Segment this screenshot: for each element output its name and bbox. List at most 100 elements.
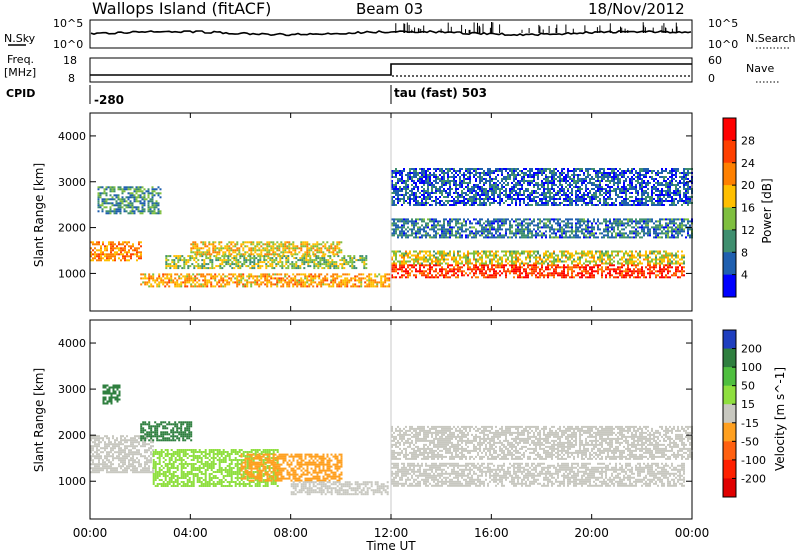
- echo-cell: [200, 283, 203, 286]
- echo-cell: [681, 266, 683, 269]
- echo-cell: [143, 210, 146, 213]
- echo-cell: [425, 222, 427, 225]
- echo-cell: [439, 224, 441, 227]
- echo-cell: [138, 241, 140, 244]
- echo-cell: [399, 172, 401, 174]
- echo-cell: [647, 254, 649, 257]
- echo-cell: [581, 270, 583, 273]
- echo-cell: [537, 224, 539, 227]
- echo-cell: [471, 226, 473, 229]
- echo-cell: [295, 257, 298, 260]
- echo-cell: [419, 272, 421, 275]
- echo-cell: [517, 224, 519, 227]
- echo-cell: [184, 275, 187, 278]
- echo-cell: [317, 267, 320, 270]
- echo-cell: [250, 241, 253, 244]
- echo-cell: [203, 261, 206, 264]
- echo-cell: [156, 283, 159, 286]
- echo-cell: [445, 252, 447, 255]
- echo-cell: [659, 226, 661, 229]
- echo-cell: [677, 256, 679, 259]
- echo-cell: [353, 267, 356, 270]
- echo-cell: [425, 234, 427, 237]
- echo-cell: [139, 210, 142, 213]
- echo-cell: [122, 253, 124, 256]
- echo-cell: [545, 260, 547, 263]
- echo-cell: [485, 182, 487, 184]
- echo-cell: [112, 259, 114, 262]
- echo-cell: [120, 253, 122, 256]
- echo-cell: [513, 270, 515, 273]
- echo-cell: [629, 270, 631, 273]
- echo-cell: [111, 202, 114, 205]
- echo-cell: [519, 268, 521, 271]
- echo-cell: [99, 204, 102, 207]
- echo-cell: [175, 263, 178, 266]
- echo-cell: [637, 274, 639, 277]
- echo-cell: [591, 272, 593, 275]
- echo-cell: [165, 263, 168, 266]
- echo-cell: [413, 224, 415, 227]
- echo-cell: [148, 273, 151, 276]
- echo-cell: [136, 247, 138, 250]
- echo-cell: [641, 254, 643, 257]
- echo-cell: [599, 228, 601, 231]
- echo-cell: [459, 178, 461, 180]
- echo-cell: [491, 260, 493, 263]
- echo-cell: [515, 264, 517, 267]
- echo-cell: [493, 258, 495, 261]
- echo-cell: [655, 224, 657, 227]
- echo-cell: [467, 234, 469, 237]
- echo-cell: [407, 202, 409, 204]
- echo-cell: [129, 194, 132, 197]
- echo-cell: [567, 226, 569, 229]
- echo-cell: [421, 274, 423, 277]
- echo-cell: [194, 245, 197, 248]
- echo-cell: [601, 270, 603, 273]
- echo-cell: [159, 192, 162, 195]
- echo-cell: [509, 194, 511, 196]
- echo-cell: [489, 254, 491, 257]
- echo-cell: [493, 202, 495, 204]
- echo-cell: [409, 220, 411, 223]
- echo-cell: [368, 283, 371, 286]
- echo-cell: [238, 281, 241, 284]
- echo-cell: [501, 184, 503, 186]
- echo-cell: [615, 276, 617, 279]
- echo-cell: [611, 222, 613, 225]
- echo-cell: [419, 258, 421, 261]
- echo-cell: [581, 256, 583, 259]
- echo-cell: [237, 261, 240, 264]
- echo-cell: [551, 226, 553, 229]
- echo-cell: [451, 268, 453, 271]
- echo-cell: [279, 261, 282, 264]
- echo-cell: [495, 252, 497, 255]
- echo-cell: [121, 206, 124, 209]
- echo-cell: [200, 251, 203, 254]
- echo-cell: [499, 236, 501, 239]
- echo-cell: [561, 270, 563, 273]
- echo-cell: [411, 234, 413, 237]
- echo-cell: [96, 253, 98, 256]
- echo-cell: [667, 268, 669, 271]
- echo-cell: [557, 264, 559, 267]
- echo-cell: [583, 262, 585, 265]
- echo-cell: [323, 267, 326, 270]
- echo-cell: [425, 172, 427, 174]
- echo-cell: [673, 258, 675, 261]
- echo-cell: [415, 196, 417, 198]
- echo-cell: [433, 234, 435, 237]
- echo-cell: [563, 276, 565, 279]
- echo-cell: [639, 232, 641, 235]
- echo-cell: [601, 262, 603, 265]
- echo-cell: [198, 283, 201, 286]
- echo-cell: [475, 170, 477, 172]
- echo-cell: [577, 222, 579, 225]
- echo-cell: [527, 274, 529, 277]
- echo-cell: [302, 285, 305, 288]
- echo-cell: [129, 186, 132, 189]
- echo-cell: [230, 279, 233, 282]
- echo-cell: [435, 256, 437, 259]
- echo-cell: [505, 190, 507, 192]
- echo-cell: [391, 218, 393, 221]
